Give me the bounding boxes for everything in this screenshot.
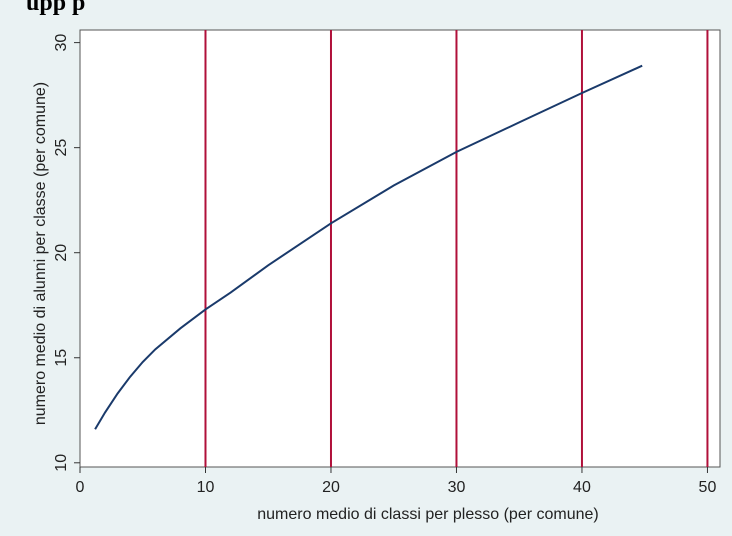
x-tick-label: 20 — [322, 479, 340, 496]
y-tick-label: 30 — [53, 34, 70, 52]
x-axis: 0 10 20 30 40 50 — [76, 467, 717, 496]
reference-lines — [204, 30, 709, 467]
y-axis: 10 15 20 25 30 — [53, 34, 80, 472]
x-tick-label: 30 — [448, 479, 466, 496]
y-tick-label: 15 — [53, 349, 70, 367]
series-line — [94, 64, 643, 430]
x-tick-label: 10 — [197, 479, 215, 496]
plot-area — [79, 29, 721, 468]
x-axis-title: numero medio di classi per plesso (per c… — [257, 506, 598, 523]
y-axis-title: numero medio di alunni per classe (per c… — [32, 82, 49, 425]
x-tick-label: 0 — [76, 479, 85, 496]
y-tick-label: 20 — [53, 244, 70, 262]
cropped-title-fragment: upp p — [26, 0, 86, 16]
x-tick-label: 50 — [699, 479, 717, 496]
x-tick-label: 40 — [573, 479, 591, 496]
y-tick-label: 25 — [53, 139, 70, 157]
y-tick-label: 10 — [53, 454, 70, 472]
